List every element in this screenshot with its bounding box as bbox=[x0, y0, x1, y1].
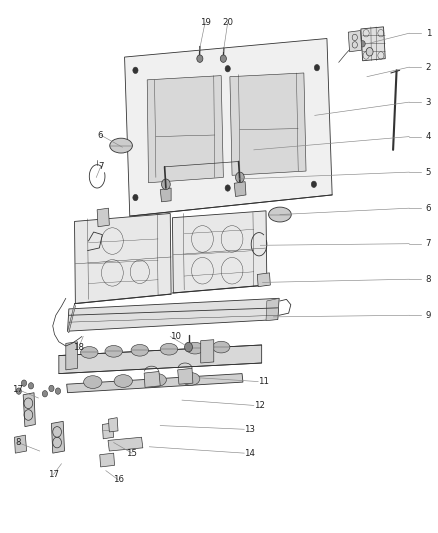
Circle shape bbox=[21, 380, 27, 386]
Text: 4: 4 bbox=[426, 132, 431, 141]
Polygon shape bbox=[67, 374, 243, 393]
Text: 9: 9 bbox=[426, 311, 431, 320]
Polygon shape bbox=[59, 345, 261, 374]
Ellipse shape bbox=[114, 375, 132, 387]
Text: 19: 19 bbox=[200, 18, 211, 27]
Text: 15: 15 bbox=[127, 449, 138, 458]
Circle shape bbox=[49, 385, 54, 392]
Circle shape bbox=[225, 185, 230, 191]
Circle shape bbox=[360, 41, 365, 47]
Text: 16: 16 bbox=[113, 475, 124, 484]
Ellipse shape bbox=[84, 376, 102, 389]
Circle shape bbox=[133, 195, 138, 201]
Polygon shape bbox=[201, 340, 214, 363]
Circle shape bbox=[42, 391, 47, 397]
Circle shape bbox=[314, 64, 320, 71]
Circle shape bbox=[225, 66, 230, 72]
Text: 6: 6 bbox=[98, 131, 103, 140]
Ellipse shape bbox=[148, 374, 166, 386]
Text: 17: 17 bbox=[12, 385, 23, 394]
Ellipse shape bbox=[212, 341, 230, 353]
Ellipse shape bbox=[105, 345, 122, 357]
Polygon shape bbox=[178, 368, 193, 384]
Polygon shape bbox=[67, 298, 279, 331]
Text: 8: 8 bbox=[15, 438, 21, 447]
Circle shape bbox=[133, 67, 138, 74]
Polygon shape bbox=[97, 208, 110, 227]
Polygon shape bbox=[100, 453, 115, 467]
Polygon shape bbox=[234, 182, 246, 197]
Circle shape bbox=[185, 342, 192, 352]
Circle shape bbox=[197, 55, 203, 62]
Circle shape bbox=[28, 383, 34, 389]
Polygon shape bbox=[23, 393, 35, 426]
Polygon shape bbox=[67, 304, 75, 333]
Polygon shape bbox=[230, 73, 306, 175]
Text: 20: 20 bbox=[222, 18, 233, 27]
Polygon shape bbox=[147, 76, 223, 183]
Text: 14: 14 bbox=[244, 449, 255, 458]
Ellipse shape bbox=[131, 344, 148, 356]
Ellipse shape bbox=[182, 373, 200, 385]
Text: 6: 6 bbox=[426, 204, 431, 213]
Circle shape bbox=[366, 47, 373, 56]
Ellipse shape bbox=[268, 207, 291, 222]
Polygon shape bbox=[124, 38, 332, 216]
Polygon shape bbox=[160, 188, 171, 202]
Polygon shape bbox=[144, 372, 160, 387]
Polygon shape bbox=[102, 423, 114, 439]
Text: 5: 5 bbox=[426, 167, 431, 176]
Text: 8: 8 bbox=[426, 274, 431, 284]
Text: 3: 3 bbox=[426, 98, 431, 107]
Polygon shape bbox=[173, 211, 267, 293]
Polygon shape bbox=[66, 342, 78, 370]
Circle shape bbox=[162, 179, 170, 190]
Text: 7: 7 bbox=[426, 239, 431, 248]
Circle shape bbox=[236, 172, 244, 183]
Circle shape bbox=[311, 181, 317, 188]
Ellipse shape bbox=[186, 342, 204, 354]
Text: 11: 11 bbox=[258, 377, 269, 386]
Polygon shape bbox=[348, 30, 362, 52]
Polygon shape bbox=[266, 298, 279, 320]
Polygon shape bbox=[51, 421, 64, 453]
Circle shape bbox=[55, 388, 60, 394]
Text: 7: 7 bbox=[98, 163, 103, 171]
Ellipse shape bbox=[81, 346, 98, 358]
Text: 18: 18 bbox=[73, 343, 85, 352]
Polygon shape bbox=[14, 435, 27, 453]
Polygon shape bbox=[109, 418, 118, 432]
Text: 12: 12 bbox=[254, 401, 265, 410]
Text: 10: 10 bbox=[170, 332, 181, 341]
Text: 13: 13 bbox=[244, 425, 255, 434]
Text: 2: 2 bbox=[426, 63, 431, 71]
Circle shape bbox=[16, 388, 21, 394]
Text: 17: 17 bbox=[48, 470, 59, 479]
Ellipse shape bbox=[160, 343, 178, 355]
Polygon shape bbox=[361, 27, 385, 61]
Ellipse shape bbox=[110, 138, 132, 153]
Text: 1: 1 bbox=[426, 29, 431, 38]
Polygon shape bbox=[257, 273, 270, 287]
Circle shape bbox=[220, 55, 226, 62]
Polygon shape bbox=[74, 214, 171, 304]
Polygon shape bbox=[108, 437, 143, 451]
